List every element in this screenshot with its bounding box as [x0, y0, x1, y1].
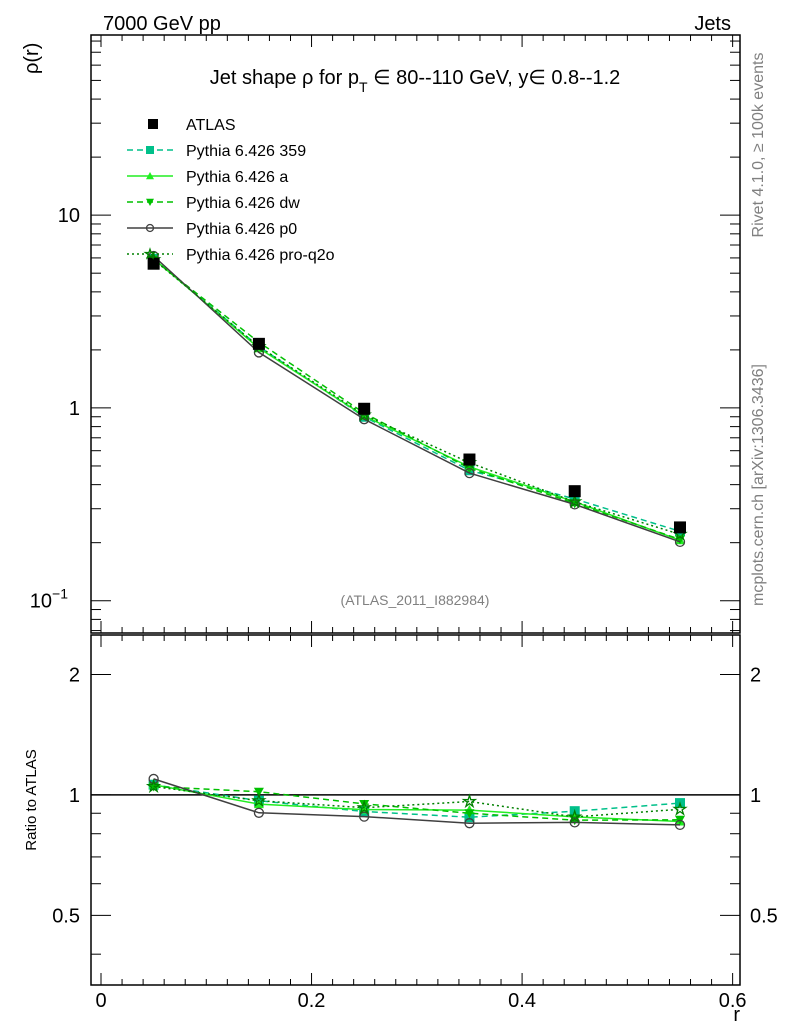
- series-line-p0: [153, 255, 681, 543]
- y-tick-label: 10: [58, 205, 80, 227]
- ratio-point-p0: [569, 817, 580, 828]
- series-line-dw: [153, 259, 681, 541]
- ratio-y-axis-label: Ratio to ATLAS: [23, 749, 40, 850]
- data-point-atlas: [358, 402, 371, 415]
- legend-marker-359: [146, 146, 154, 154]
- data-point-p0: [569, 499, 580, 510]
- x-tick-label: 0.2: [298, 990, 326, 1012]
- ratio-point-pro-q2o: [461, 793, 478, 809]
- analysis-tag: (ATLAS_2011_I882984): [341, 592, 490, 608]
- data-point-atlas: [252, 337, 265, 350]
- legend-marker-p0: [145, 223, 155, 233]
- legend-marker-a: [146, 172, 154, 180]
- ratio-point-pro-q2o: [566, 808, 583, 824]
- ratio-point-p0: [148, 773, 159, 785]
- legend-label-atlas: ATLAS: [186, 117, 236, 134]
- data-point-p0: [464, 467, 475, 479]
- y-tick-label: 10−1: [30, 586, 68, 613]
- ratio-tick-label-left: 0.5: [52, 905, 80, 927]
- ratio-line-a: [153, 783, 681, 823]
- ratio-tick-label-right: 2: [750, 664, 761, 686]
- series-line-pro-q2o: [153, 259, 681, 536]
- header-right: Jets: [694, 13, 731, 35]
- legend-marker-atlas: [148, 119, 158, 129]
- ratio-point-dw: [253, 787, 264, 797]
- chart-title: Jet shape ρ for pT ∈ 80--110 GeV, y∈ 0.8…: [210, 67, 621, 95]
- ratio-point-p0: [253, 807, 265, 818]
- data-point-atlas: [147, 257, 160, 270]
- ratio-point-pro-q2o: [672, 801, 688, 816]
- legend-marker-pro-q2o: [143, 247, 157, 260]
- ratio-point-pro-q2o: [145, 778, 162, 794]
- mcplots-label: mcplots.cern.ch [arXiv:1306.3436]: [750, 364, 767, 606]
- y-tick-label: 1: [69, 398, 80, 420]
- ratio-point-p0: [464, 818, 475, 829]
- legend-label-p0: Pythia 6.426 p0: [186, 221, 297, 238]
- ratio-point-p0: [674, 819, 686, 831]
- data-point-atlas: [463, 453, 476, 466]
- data-point-atlas: [673, 521, 686, 534]
- ratio-point-pro-q2o: [356, 799, 372, 815]
- legend-label-a: Pythia 6.426 a: [186, 169, 288, 186]
- ratio-tick-label-right: 1: [750, 785, 761, 807]
- main-plot-frame: [90, 34, 741, 634]
- ratio-plot-frame: [90, 634, 741, 986]
- legend-label-dw: Pythia 6.426 dw: [186, 195, 300, 212]
- ratio-line-dw: [153, 785, 681, 821]
- ratio-tick-label-left: 2: [69, 664, 80, 686]
- x-tick-label: 0.4: [508, 990, 536, 1012]
- x-tick-label: 0.6: [719, 990, 747, 1012]
- series-line-359: [153, 258, 681, 533]
- legend-label-359: Pythia 6.426 359: [186, 143, 306, 160]
- data-point-pro-q2o: [566, 493, 583, 509]
- ratio-tick-label-right: 0.5: [750, 905, 778, 927]
- series-line-a: [153, 258, 681, 541]
- data-point-atlas: [568, 485, 581, 498]
- x-axis-label: r: [733, 1004, 740, 1024]
- ratio-line-p0: [153, 778, 681, 826]
- rivet-label: Rivet 4.1.0, ≥ 100k events: [750, 53, 767, 238]
- ratio-tick-label-left: 1: [69, 785, 80, 807]
- ratio-point-pro-q2o: [251, 792, 267, 808]
- legend-marker-dw: [146, 198, 154, 206]
- x-tick-label: 0: [95, 990, 106, 1012]
- ratio-point-p0: [359, 811, 370, 822]
- ratio-line-pro-q2o: [153, 785, 681, 818]
- legend-label-pro-q2o: Pythia 6.426 pro-q2o: [186, 247, 335, 264]
- ratio-point-dw: [359, 799, 370, 809]
- y-axis-label: ρ(r): [21, 43, 43, 74]
- ratio-point-dw: [464, 809, 475, 819]
- header-left: 7000 GeV pp: [103, 13, 221, 35]
- ratio-line-359: [153, 783, 681, 818]
